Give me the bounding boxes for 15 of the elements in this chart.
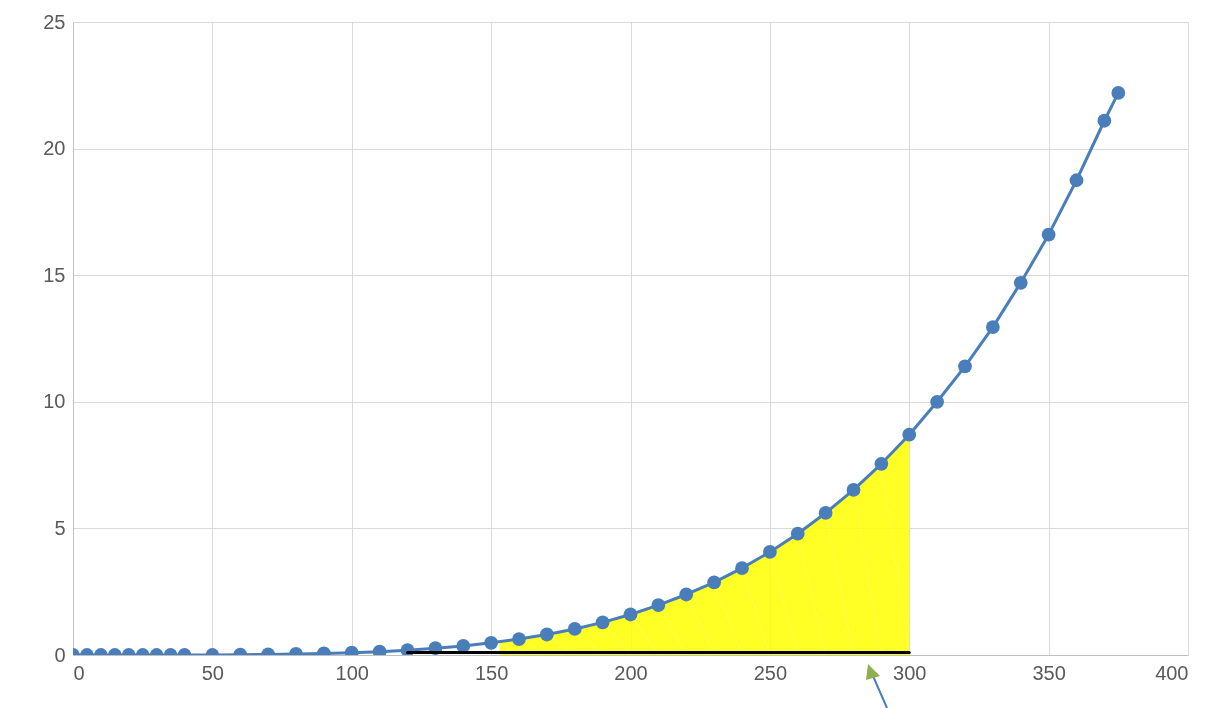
y-tick-label: 25: [43, 10, 66, 33]
x-tick-label: 0: [73, 661, 85, 684]
x-tick-label: 100: [335, 661, 369, 684]
x-tick-label: 250: [753, 661, 788, 684]
x-tick-label: 400: [1155, 661, 1189, 684]
y-tick-label: 10: [43, 390, 66, 413]
y-tick-label: 20: [43, 137, 66, 160]
x-tick-label: 200: [614, 661, 648, 684]
y-tick-label: 5: [54, 516, 66, 539]
x-tick-label: 150: [474, 661, 509, 684]
y-tick-label: 0: [54, 643, 66, 666]
x-tick-label: 350: [1032, 661, 1066, 684]
y-tick-label: 15: [43, 263, 66, 286]
x-tick-label: 300: [893, 661, 927, 684]
x-tick-label: 50: [201, 661, 224, 684]
